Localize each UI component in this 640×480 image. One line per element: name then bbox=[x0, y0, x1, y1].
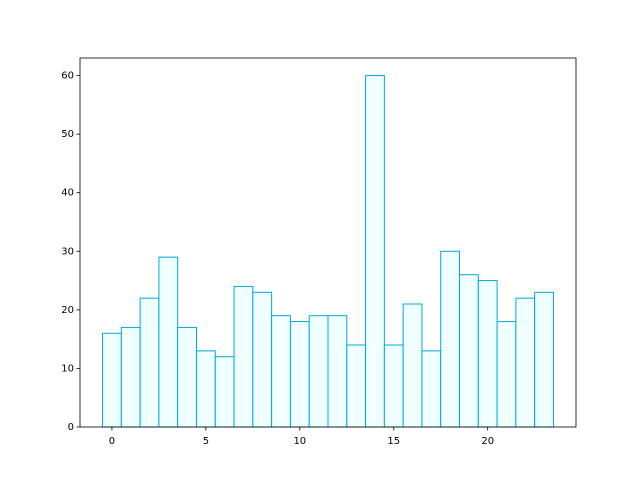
x-tick-label: 0 bbox=[109, 436, 115, 447]
bar bbox=[327, 315, 348, 428]
bar bbox=[271, 315, 291, 428]
bar bbox=[440, 250, 461, 428]
x-tick-label: 15 bbox=[387, 436, 400, 447]
bar bbox=[477, 280, 498, 428]
y-tick-label: 20 bbox=[61, 305, 74, 316]
bar bbox=[195, 350, 216, 428]
bar bbox=[252, 291, 273, 428]
y-tick-label: 30 bbox=[61, 246, 74, 257]
bar bbox=[402, 303, 423, 428]
bar bbox=[346, 344, 367, 428]
plot-frame bbox=[79, 57, 577, 428]
bar bbox=[139, 297, 160, 428]
bar bbox=[365, 75, 385, 428]
bar bbox=[214, 356, 235, 428]
bar bbox=[459, 274, 479, 428]
y-tick-label: 40 bbox=[61, 188, 74, 199]
bar bbox=[102, 332, 122, 428]
y-tick-label: 0 bbox=[68, 422, 74, 433]
bar bbox=[177, 326, 197, 428]
bar bbox=[120, 326, 141, 428]
y-tick-label: 60 bbox=[61, 71, 74, 82]
x-tick-label: 5 bbox=[203, 436, 209, 447]
bar bbox=[383, 344, 404, 428]
x-tick-label: 20 bbox=[481, 436, 494, 447]
bar bbox=[534, 291, 554, 428]
bar bbox=[421, 350, 442, 428]
bar bbox=[158, 256, 179, 428]
bar bbox=[289, 321, 310, 428]
bar bbox=[515, 297, 536, 428]
bar bbox=[496, 321, 517, 428]
bar bbox=[308, 315, 329, 428]
y-tick-label: 10 bbox=[61, 363, 74, 374]
y-tick-label: 50 bbox=[61, 129, 74, 140]
x-tick-label: 10 bbox=[293, 436, 306, 447]
bar bbox=[233, 285, 254, 428]
